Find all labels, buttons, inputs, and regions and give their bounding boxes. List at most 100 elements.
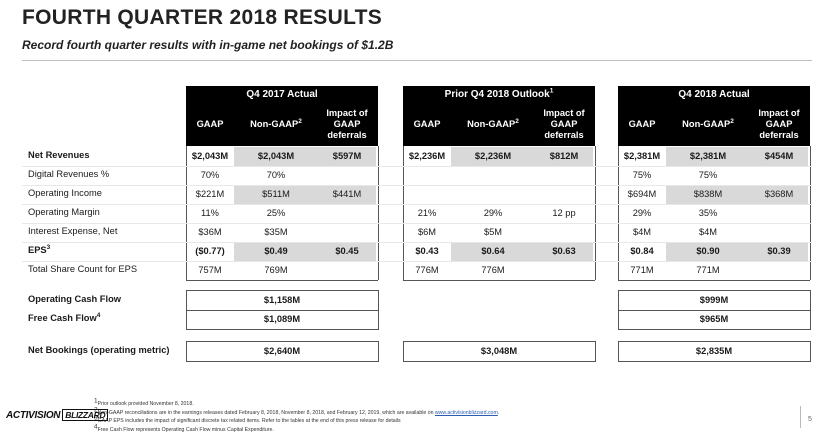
row-label-text: EPS bbox=[28, 245, 47, 255]
table-cell: $597M bbox=[318, 147, 376, 166]
table-cell: 21% bbox=[417, 208, 437, 218]
table-cell: $368M bbox=[750, 185, 808, 204]
row-label-text: Interest Expense, Net bbox=[28, 226, 118, 236]
column-header-text: GAAP bbox=[413, 119, 441, 129]
table-cell: $2,236M bbox=[408, 151, 446, 161]
table-cell: $0.84 bbox=[630, 246, 654, 256]
bookings-box bbox=[403, 341, 596, 362]
column-header: Impact of GAAP deferrals bbox=[535, 108, 593, 141]
table-cell bbox=[451, 185, 535, 204]
cashflow-divider bbox=[618, 310, 810, 311]
row-label: EPS3 bbox=[28, 243, 51, 255]
website-link[interactable]: www.activisionblizzard.com bbox=[434, 409, 498, 416]
bookings-q4_2018: $2,835M bbox=[695, 346, 733, 356]
logo-blizzard: BLIZZARD bbox=[62, 409, 109, 421]
bookings-box bbox=[186, 341, 379, 362]
table-border bbox=[186, 146, 187, 280]
table-cell bbox=[318, 223, 376, 242]
row-divider bbox=[22, 185, 812, 186]
table-cell bbox=[318, 166, 376, 185]
table-cell: $0.63 bbox=[535, 242, 593, 261]
row-divider bbox=[22, 223, 812, 224]
footnote-marker: 2 bbox=[730, 117, 734, 125]
table-row: EPS3 ($0.77) $0.49 $0.45 $0.43 $0.64 $0.63 $0.8… bbox=[22, 242, 812, 261]
group-title-text: Q4 2018 Actual bbox=[678, 89, 750, 100]
row-divider bbox=[22, 242, 812, 243]
table-cell: $2,236M bbox=[451, 147, 535, 166]
table-cell: $0.90 bbox=[666, 242, 750, 261]
table-cell: $0.43 bbox=[415, 246, 439, 256]
group-title: Prior Q4 2018 Outlook1 bbox=[403, 87, 595, 100]
table-border bbox=[810, 146, 811, 280]
table-border bbox=[595, 146, 596, 280]
column-header-text: Impact of GAAP deferrals bbox=[326, 108, 368, 140]
table-cell: 776M bbox=[481, 265, 505, 275]
footnote: 1Prior outlook provided November 8, 2018… bbox=[94, 397, 499, 409]
cashflow-row: Operating Cash Flow $1,158M $999M bbox=[22, 291, 812, 310]
column-header-text: GAAP bbox=[196, 119, 224, 129]
table-cell: $694M bbox=[627, 189, 657, 199]
row-label: Free Cash Flow4 bbox=[28, 311, 101, 323]
table-row: Interest Expense, Net $36M $35M $6M $5M $4M $4… bbox=[22, 223, 812, 242]
table-row: Net Revenues $2,043M $2,043M $597M $2,236M $2… bbox=[22, 147, 812, 166]
footnote-marker: 4 bbox=[96, 311, 101, 319]
row-label-text: Operating Income bbox=[28, 188, 102, 198]
footnote-marker: 3 bbox=[46, 243, 51, 251]
column-header: GAAP bbox=[186, 119, 234, 130]
bookings-q4_2017: $2,640M bbox=[263, 346, 301, 356]
table-cell: $2,043M bbox=[234, 147, 318, 166]
table-row: Total Share Count for EPS 757M 769M 776M 776… bbox=[22, 261, 812, 280]
table-cell bbox=[750, 223, 808, 242]
footnote-number: 2 bbox=[94, 405, 98, 413]
table-cell: 75% bbox=[698, 170, 718, 180]
bookings-outlook: $3,048M bbox=[480, 346, 518, 356]
row-label-text: Operating Cash Flow bbox=[28, 294, 121, 304]
table-cell bbox=[318, 204, 376, 223]
table-cell: $2,381M bbox=[666, 147, 750, 166]
table-cell bbox=[403, 185, 451, 204]
footnote-text: Prior outlook provided November 8, 2018. bbox=[97, 401, 194, 407]
table-cell: $4M bbox=[632, 227, 652, 237]
table-cell bbox=[535, 166, 593, 185]
table-cell bbox=[451, 166, 535, 185]
table-cell bbox=[535, 185, 593, 204]
table-cell: $0.49 bbox=[234, 242, 318, 261]
footnote-text: Non-GAAP reconciliations are in the earn… bbox=[97, 409, 435, 416]
footnote-text: . bbox=[497, 409, 500, 416]
table-border bbox=[186, 280, 378, 281]
table-cell: 757M bbox=[198, 265, 222, 275]
footnote-number: 3 bbox=[94, 414, 98, 422]
table-cell: $6M bbox=[417, 227, 437, 237]
table-cell: 771M bbox=[696, 265, 720, 275]
table-row: Operating Margin 11% 25% 21% 29% 12 pp 29% 35% bbox=[22, 204, 812, 223]
column-header: Impact of GAAP deferrals bbox=[750, 108, 808, 141]
cashflow-q4-2017: $1,158M bbox=[263, 295, 301, 305]
group-title-text: Q4 2017 Actual bbox=[246, 89, 318, 100]
table-cell: $5M bbox=[483, 227, 503, 237]
table-border bbox=[618, 280, 810, 281]
footnote-number: 1 bbox=[94, 397, 98, 405]
table-cell: $2,381M bbox=[623, 151, 661, 161]
row-label-text: Free Cash Flow bbox=[28, 313, 97, 323]
table-cell: 11% bbox=[201, 208, 219, 218]
column-header: GAAP bbox=[618, 119, 666, 130]
activision-blizzard-logo: ACTIVISION BLIZZARD bbox=[6, 409, 109, 421]
footnote-number: 4 bbox=[94, 423, 98, 431]
footnote: 2Non-GAAP reconciliations are in the ear… bbox=[94, 405, 500, 418]
table-cell bbox=[750, 166, 808, 185]
column-header: Non-GAAP2 bbox=[234, 118, 318, 130]
column-header-text: Impact of GAAP deferrals bbox=[758, 108, 800, 140]
footnote-marker: 1 bbox=[549, 87, 554, 95]
row-label: Interest Expense, Net bbox=[28, 226, 117, 236]
table-cell bbox=[535, 261, 593, 280]
column-header-text: GAAP bbox=[628, 119, 656, 129]
table-cell: $0.64 bbox=[451, 242, 535, 261]
page-number: 5 bbox=[808, 416, 812, 423]
table-cell: $4M bbox=[698, 227, 718, 237]
footnote-marker: 2 bbox=[515, 117, 519, 125]
table-cell: 769M bbox=[264, 265, 288, 275]
table-cell: 771M bbox=[630, 265, 654, 275]
column-header: Impact of GAAP deferrals bbox=[318, 108, 376, 141]
row-label-text: Digital Revenues % bbox=[28, 169, 110, 179]
bookings-row: Net Bookings (operating metric) $2,640M $3… bbox=[22, 342, 812, 361]
